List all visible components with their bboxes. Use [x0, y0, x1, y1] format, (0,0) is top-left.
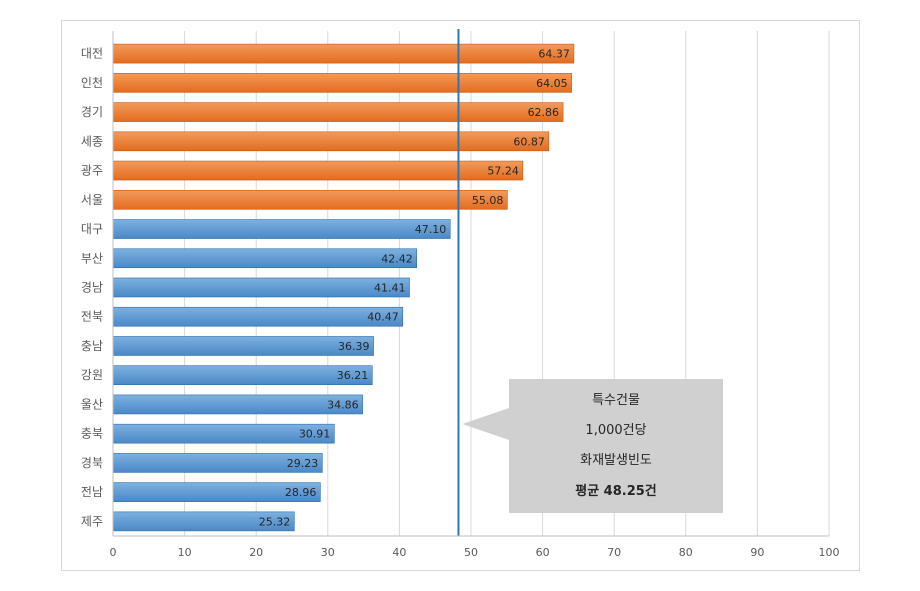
bars-layer: 64.37 대전 64.05 인천 62.86 경기 60.87 세종 57.24 광주 55.08… — [81, 43, 575, 532]
axis-layer: 0 10 20 30 40 50 60 70 80 90 100 — [110, 31, 840, 559]
category-label: 부산 — [81, 251, 103, 265]
category-label: 제주 — [81, 514, 103, 528]
x-tick-label: 80 — [679, 546, 693, 559]
category-label: 경북 — [81, 456, 103, 470]
bar — [112, 160, 524, 181]
category-label: 인천 — [81, 75, 103, 90]
bar — [112, 248, 418, 269]
data-label: 60.87 — [513, 135, 545, 148]
callout-line: 화재발생빈도 — [580, 453, 652, 468]
data-label: 40.47 — [367, 311, 399, 324]
bar — [112, 365, 373, 386]
chart-frame: 64.37 대전 64.05 인천 62.86 경기 60.87 세종 57.24 광주 55.08… — [61, 20, 860, 571]
category-label: 대구 — [81, 222, 103, 236]
category-label: 울산 — [81, 397, 103, 411]
category-label: 충북 — [81, 427, 103, 441]
bar — [112, 277, 410, 298]
bar — [112, 43, 575, 64]
data-label: 64.37 — [538, 48, 570, 61]
category-label: 전남 — [81, 485, 103, 499]
data-label: 57.24 — [487, 165, 518, 178]
category-label: 전북 — [81, 310, 103, 324]
data-label: 47.10 — [415, 223, 447, 236]
data-label: 36.21 — [337, 369, 369, 382]
category-label: 경남 — [81, 281, 103, 295]
category-label: 대전 — [81, 47, 103, 61]
x-tick-label: 100 — [819, 546, 840, 559]
callout-average-label: 평균 48.25건 — [575, 483, 657, 499]
data-label: 30.91 — [299, 428, 331, 441]
data-label: 64.05 — [536, 77, 568, 90]
data-label: 55.08 — [472, 194, 504, 207]
bar — [112, 219, 451, 239]
bar — [112, 189, 508, 210]
data-label: 29.23 — [287, 457, 319, 470]
callout-layer: 특수건물 1,000건당 화재발생빈도 평균 48.25건 — [462, 379, 723, 513]
data-label: 42.42 — [381, 252, 413, 265]
x-tick-label: 60 — [536, 546, 550, 559]
bar — [112, 306, 404, 327]
bar — [112, 102, 564, 122]
category-label: 강원 — [81, 368, 103, 382]
x-tick-label: 70 — [607, 546, 621, 559]
x-tick-label: 20 — [249, 546, 263, 559]
callout-line: 특수건물 — [592, 393, 640, 408]
chart-svg: 64.37 대전 64.05 인천 62.86 경기 60.87 세종 57.24 광주 55.08… — [81, 29, 840, 559]
x-tick-label: 50 — [464, 546, 478, 559]
category-label: 충남 — [81, 339, 103, 353]
data-label: 36.39 — [338, 340, 370, 353]
x-tick-label: 30 — [321, 546, 335, 559]
bar — [112, 131, 550, 152]
category-label: 경기 — [81, 105, 103, 119]
bar — [112, 336, 374, 356]
bar — [112, 394, 363, 415]
data-label: 25.32 — [259, 515, 291, 528]
data-label: 41.41 — [374, 282, 406, 295]
data-label: 28.96 — [285, 486, 317, 499]
data-label: 62.86 — [528, 106, 560, 119]
x-tick-label: 90 — [750, 546, 764, 559]
x-tick-label: 40 — [392, 546, 406, 559]
category-label: 세종 — [81, 134, 103, 148]
data-label: 34.86 — [327, 398, 359, 411]
bar — [112, 73, 572, 93]
callout-shape — [462, 379, 723, 513]
category-label: 서울 — [81, 193, 103, 207]
x-tick-label: 0 — [110, 546, 117, 559]
x-tick-label: 10 — [178, 546, 192, 559]
callout-line: 1,000건당 — [585, 423, 646, 438]
category-label: 광주 — [81, 164, 103, 178]
